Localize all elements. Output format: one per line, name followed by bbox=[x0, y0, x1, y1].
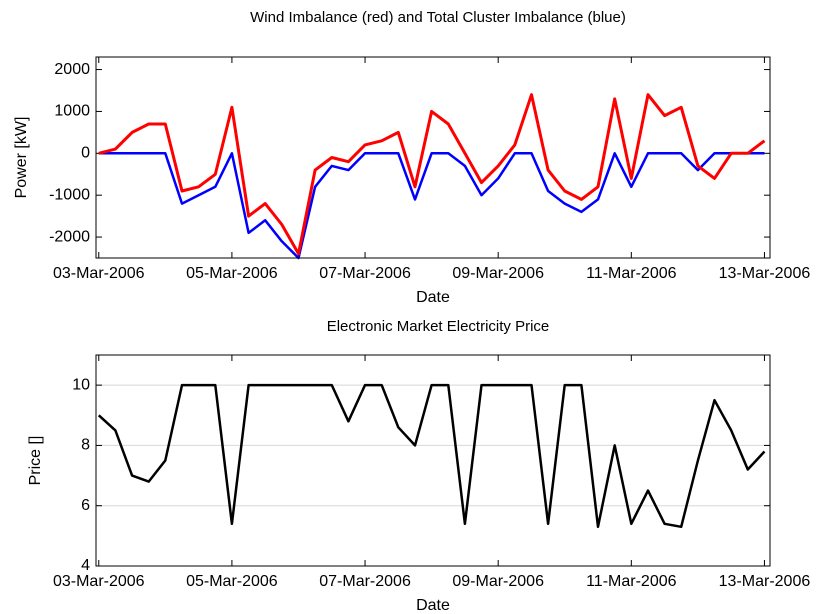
y-tick-label: 8 bbox=[81, 437, 90, 454]
y-axis-label: Price [] bbox=[27, 436, 44, 486]
series-line bbox=[97, 383, 766, 529]
x-tick-label: 13-Mar-2006 bbox=[719, 573, 811, 590]
x-tick-label: 11-Mar-2006 bbox=[586, 573, 677, 590]
x-tick-label: 03-Mar-2006 bbox=[53, 573, 145, 590]
y-tick-label: 0 bbox=[81, 145, 90, 162]
x-axis-label: Date bbox=[416, 289, 450, 306]
x-tick-label: 11-Mar-2006 bbox=[586, 265, 677, 282]
x-axis-label: Date bbox=[416, 597, 450, 614]
series-line bbox=[98, 93, 766, 256]
x-tick-label: 09-Mar-2006 bbox=[452, 265, 544, 282]
x-tick-label: 05-Mar-2006 bbox=[186, 573, 278, 590]
chart-title: Electronic Market Electricity Price bbox=[327, 318, 550, 335]
y-tick-label: -1000 bbox=[49, 186, 90, 203]
axes-frame bbox=[95, 56, 771, 259]
x-tick-label: 03-Mar-2006 bbox=[53, 265, 145, 282]
y-tick-label: 1000 bbox=[54, 103, 90, 120]
y-tick-label: 4 bbox=[81, 557, 90, 574]
axes-frame bbox=[95, 354, 771, 567]
x-tick-label: 13-Mar-2006 bbox=[719, 265, 811, 282]
y-tick-label: -2000 bbox=[49, 228, 90, 245]
x-tick-label: 09-Mar-2006 bbox=[452, 573, 544, 590]
chart-title: Wind Imbalance (red) and Total Cluster I… bbox=[250, 9, 626, 26]
y-tick-label: 2000 bbox=[54, 61, 90, 78]
y-tick-label: 6 bbox=[81, 497, 90, 514]
y-axis-label: Power [kW] bbox=[13, 117, 30, 199]
x-tick-label: 07-Mar-2006 bbox=[319, 573, 411, 590]
y-tick-label: 10 bbox=[72, 376, 90, 393]
x-tick-label: 05-Mar-2006 bbox=[186, 265, 278, 282]
x-tick-label: 07-Mar-2006 bbox=[319, 265, 411, 282]
series-line bbox=[98, 152, 765, 260]
